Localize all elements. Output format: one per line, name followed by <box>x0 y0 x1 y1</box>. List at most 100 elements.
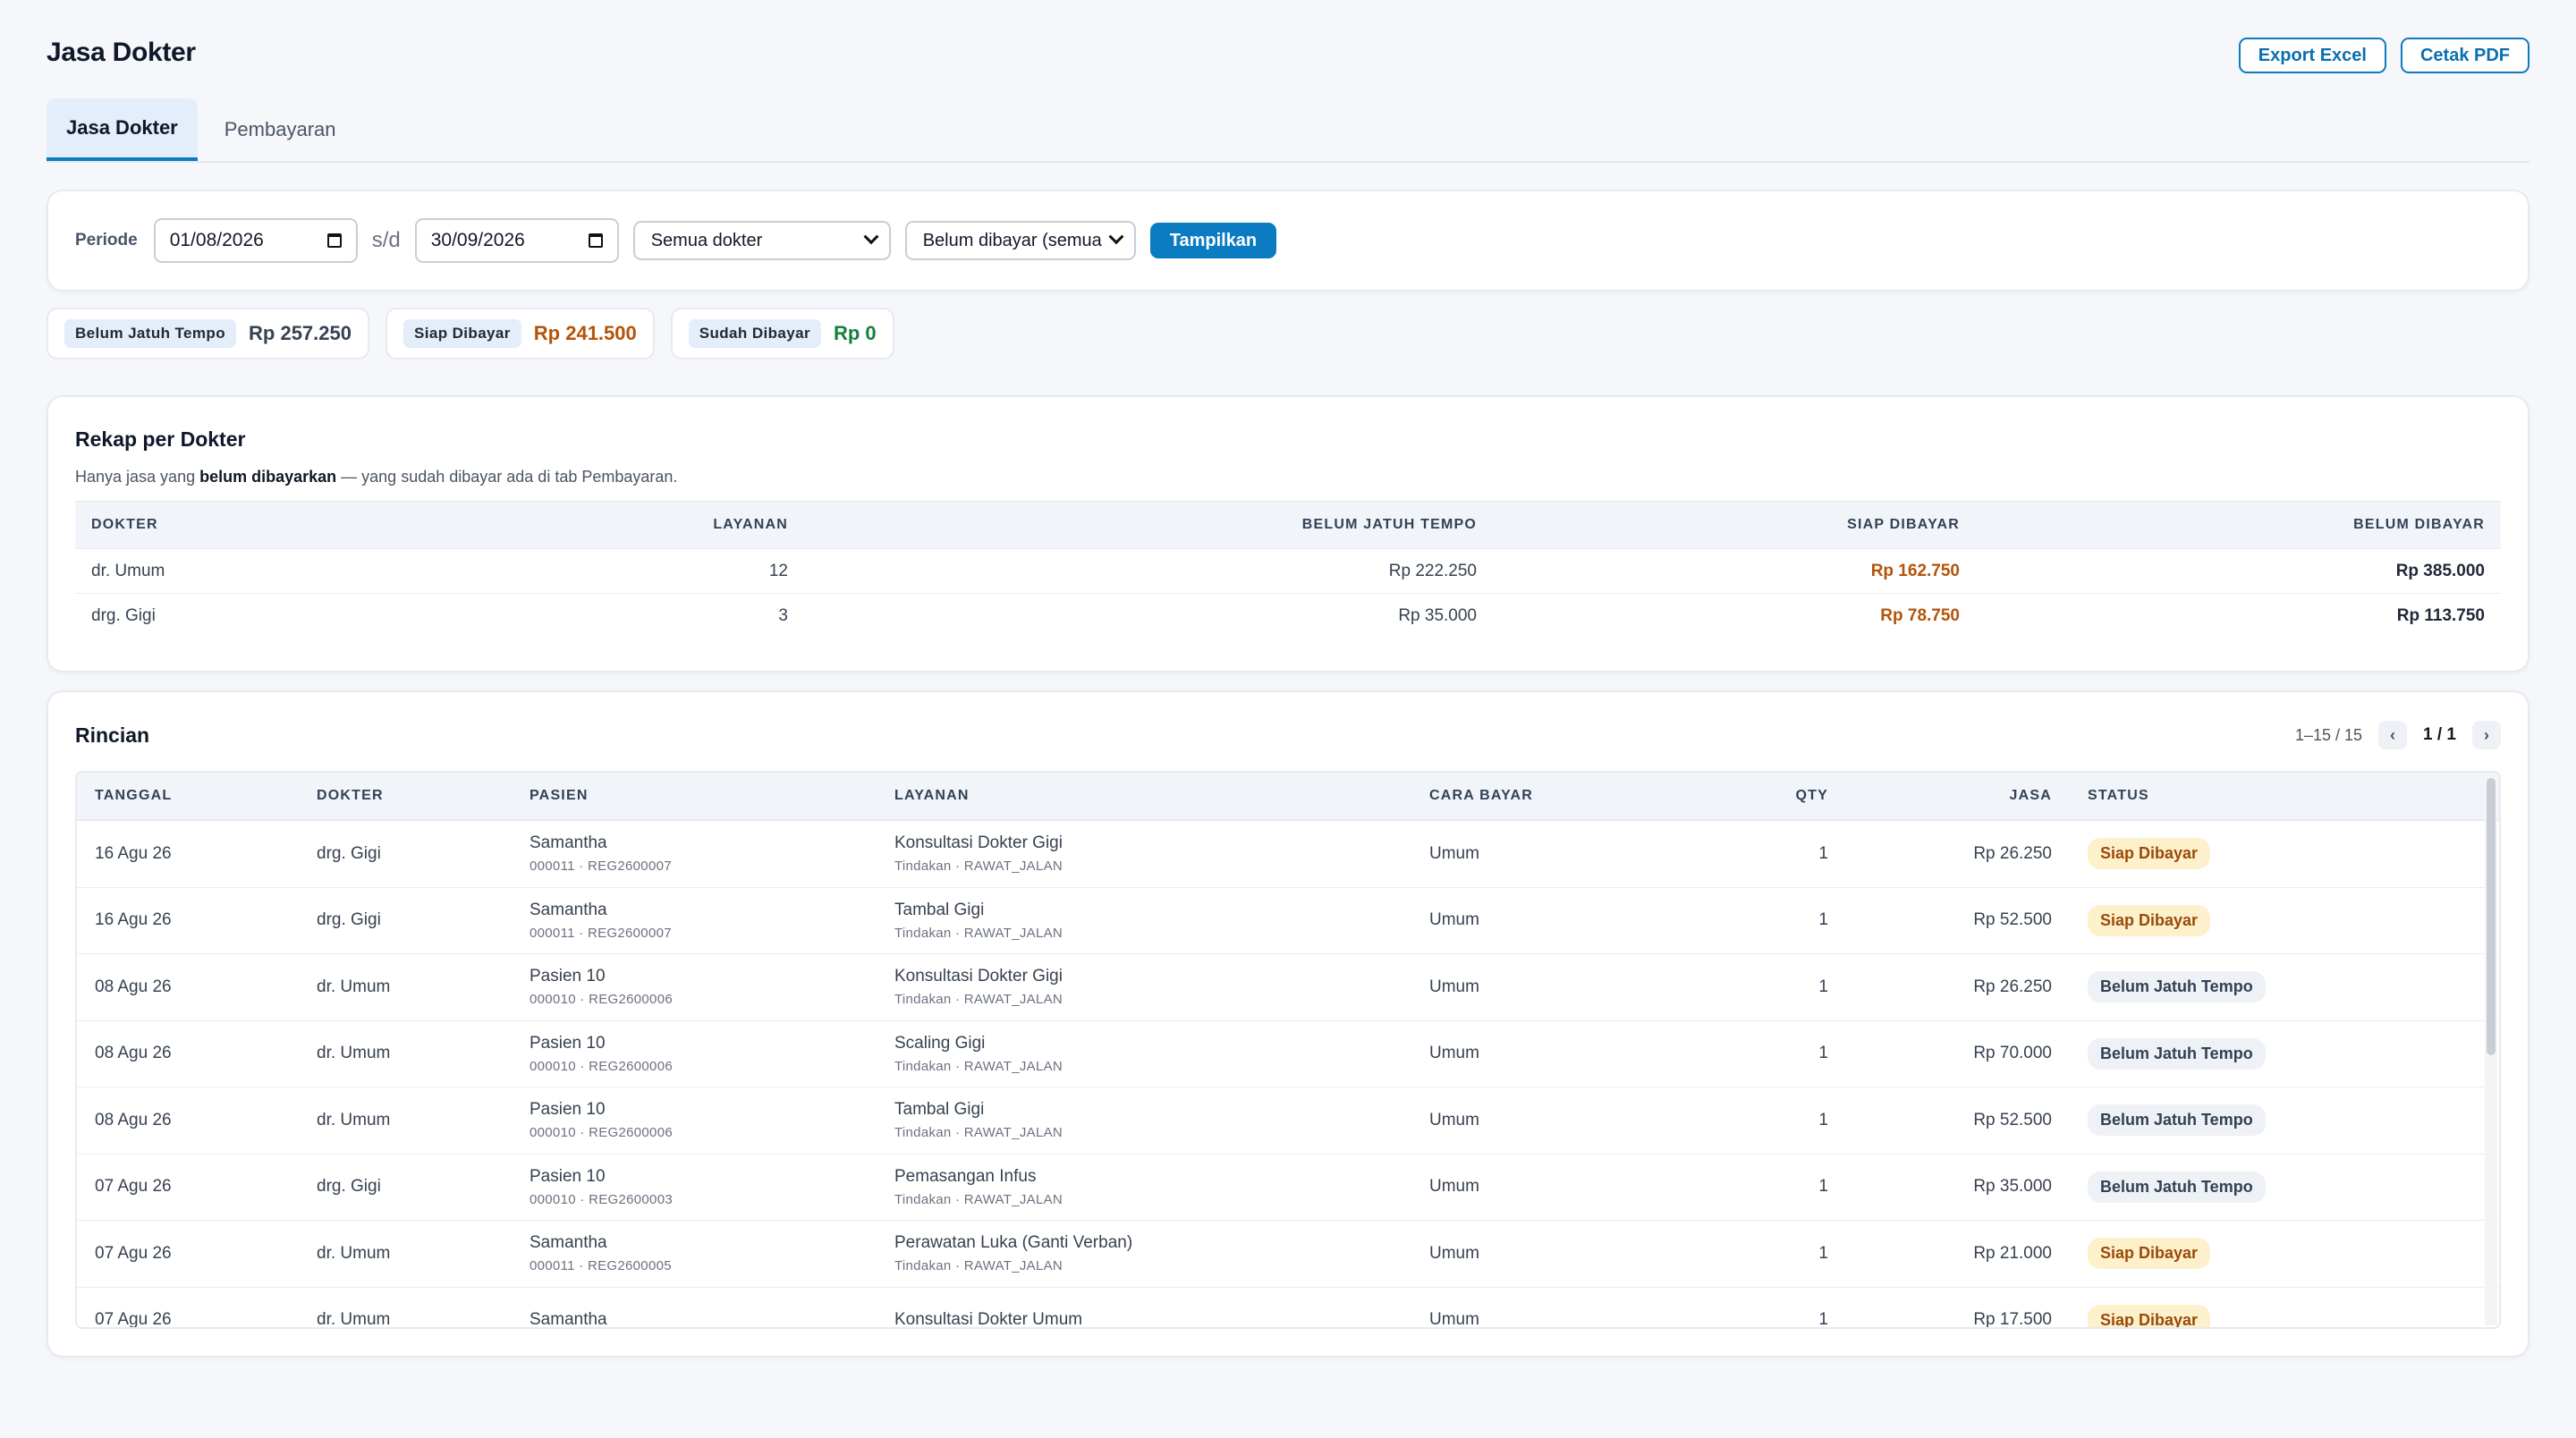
rekap-panel: Rekap per Dokter Hanya jasa yang belum d… <box>47 395 2529 672</box>
col-pasien[interactable]: PASIEN <box>530 788 589 803</box>
cell-status: Belum Jatuh Tempo <box>2070 1104 2499 1137</box>
layanan-name: Perawatan Luka (Ganti Verban) <box>894 1233 1133 1253</box>
scrollbar-thumb[interactable] <box>2487 778 2496 1055</box>
status-badge: Siap Dibayar <box>2088 1304 2211 1327</box>
date-from-input[interactable]: 01/08/2026 <box>153 218 358 263</box>
cell-status: Belum Jatuh Tempo <box>2070 1037 2499 1070</box>
table-row[interactable]: 07 Agu 26 drg. Gigi Pasien 10 000010 · RE… <box>77 1155 2499 1221</box>
tab-pembayaran[interactable]: Pembayaran <box>224 118 336 140</box>
layanan-type: Tindakan · RAWAT_JALAN <box>894 1258 1063 1274</box>
table-row[interactable]: 07 Agu 26 dr. Umum Samantha 000011 · REG2… <box>77 1221 2499 1288</box>
tab-jasa-dokter[interactable]: Jasa Dokter <box>47 98 198 161</box>
status-badge: Siap Dibayar <box>2088 838 2211 870</box>
pasien-reg: 000010 · REG2600003 <box>530 1191 673 1207</box>
pasien-name: Pasien 10 <box>530 1166 606 1186</box>
next-page-icon[interactable]: › <box>2472 721 2501 749</box>
layanan-name: Pemasangan Infus <box>894 1166 1037 1186</box>
cell-pasien: Pasien 10 000010 · REG2600006 <box>512 1034 877 1074</box>
table-row[interactable]: dr. Umum 12 Rp 222.250 Rp 162.750 Rp 385… <box>75 549 2501 594</box>
status-badge: Belum Jatuh Tempo <box>2088 1171 2266 1203</box>
summary-chip-sudah-dibayar: Sudah Dibayar Rp 0 <box>670 308 894 360</box>
table-row[interactable]: 07 Agu 26 dr. Umum Samantha Konsultasi D… <box>77 1288 2499 1329</box>
col-cara-bayar[interactable]: CARA BAYAR <box>1429 788 1534 803</box>
status-select[interactable]: Belum dibayar (semua <box>904 221 1136 260</box>
cell-qty: 1 <box>1818 1243 1828 1263</box>
table-row[interactable]: 16 Agu 26 drg. Gigi Samantha 000011 · REG… <box>77 888 2499 954</box>
table-row[interactable]: drg. Gigi 3 Rp 35.000 Rp 78.750 Rp 113.7… <box>75 594 2501 639</box>
cell-belum-jatuh-tempo: Rp 35.000 <box>1398 606 1477 625</box>
cell-tanggal: 16 Agu 26 <box>95 910 172 930</box>
col-belum-dibayar[interactable]: BELUM DIBAYAR <box>2353 517 2485 532</box>
export-excel-button[interactable]: Export Excel <box>2238 38 2386 73</box>
status-badge: Siap Dibayar <box>2088 904 2211 936</box>
tampilkan-button[interactable]: Tampilkan <box>1149 223 1277 258</box>
prev-page-icon[interactable]: ‹ <box>2378 721 2408 749</box>
cell-layanan: Pemasangan Infus Tindakan · RAWAT_JALAN <box>877 1167 1411 1207</box>
cell-pasien: Pasien 10 000010 · REG2600006 <box>512 1100 877 1140</box>
col-status[interactable]: STATUS <box>2088 788 2149 803</box>
cell-qty: 1 <box>1818 843 1828 863</box>
cell-tanggal: 07 Agu 26 <box>95 1243 172 1263</box>
pasien-reg: 000011 · REG2600005 <box>530 1258 672 1274</box>
cell-qty: 1 <box>1818 977 1828 996</box>
cell-tanggal: 08 Agu 26 <box>95 1044 172 1063</box>
calendar-icon[interactable] <box>588 233 603 248</box>
table-row[interactable]: 08 Agu 26 dr. Umum Pasien 10 000010 · REG… <box>77 1087 2499 1155</box>
cell-siap-dibayar: Rp 78.750 <box>1880 606 1960 625</box>
rincian-header: Rincian 1–15 / 15 ‹ 1 / 1 › <box>75 721 2501 749</box>
col-siap-dibayar[interactable]: SIAP DIBAYAR <box>1847 517 1960 532</box>
cell-belum-dibayar: Rp 113.750 <box>2396 606 2485 625</box>
layanan-name: Scaling Gigi <box>894 1033 986 1053</box>
cell-cara-bayar: Umum <box>1429 1044 1479 1063</box>
date-separator: s/d <box>371 228 401 252</box>
cell-dokter: drg. Gigi <box>317 1177 381 1197</box>
calendar-icon[interactable] <box>326 233 342 248</box>
cell-dokter: dr. Umum <box>91 561 165 580</box>
cell-layanan: Konsultasi Dokter Gigi Tindakan · RAWAT_J… <box>877 833 1411 874</box>
col-layanan[interactable]: LAYANAN <box>713 517 788 532</box>
table-row[interactable]: 08 Agu 26 dr. Umum Pasien 10 000010 · REG… <box>77 954 2499 1021</box>
layanan-type: Tindakan · RAWAT_JALAN <box>894 1191 1063 1207</box>
cetak-pdf-button[interactable]: Cetak PDF <box>2400 38 2529 73</box>
status-badge: Belum Jatuh Tempo <box>2088 1104 2266 1137</box>
cell-qty: 1 <box>1818 910 1828 930</box>
cell-dokter: dr. Umum <box>317 1044 391 1063</box>
filter-panel: Periode 01/08/2026 s/d 30/09/2026 Semua … <box>47 190 2529 292</box>
col-qty[interactable]: QTY <box>1795 788 1828 803</box>
status-badge: Belum Jatuh Tempo <box>2088 1037 2266 1070</box>
cell-tanggal: 07 Agu 26 <box>95 1310 172 1329</box>
pasien-reg: 000010 · REG2600006 <box>530 1058 673 1074</box>
col-tanggal[interactable]: TANGGAL <box>95 788 173 803</box>
cell-cara-bayar: Umum <box>1429 1243 1479 1263</box>
date-from-value: 01/08/2026 <box>169 230 264 250</box>
rekap-title: Rekap per Dokter <box>75 427 246 451</box>
top-actions: Export Excel Cetak PDF <box>2238 38 2529 73</box>
cell-belum-jatuh-tempo: Rp 222.250 <box>1388 561 1477 580</box>
rekap-subtitle-bold: belum dibayarkan <box>199 468 337 486</box>
rekap-subtitle-pre: Hanya jasa yang <box>75 468 200 486</box>
col-dokter[interactable]: DOKTER <box>91 517 158 532</box>
col-dokter[interactable]: DOKTER <box>317 788 384 803</box>
cell-cara-bayar: Umum <box>1429 843 1479 863</box>
col-belum-jatuh-tempo[interactable]: BELUM JATUH TEMPO <box>1301 517 1477 532</box>
cell-status: Siap Dibayar <box>2070 1304 2499 1327</box>
summary-chip-belum-jatuh-tempo: Belum Jatuh Tempo Rp 257.250 <box>47 308 369 360</box>
date-to-input[interactable]: 30/09/2026 <box>414 218 619 263</box>
cell-jasa: Rp 26.250 <box>1973 843 2052 863</box>
cell-jasa: Rp 52.500 <box>1973 910 2052 930</box>
pasien-name: Samantha <box>530 833 607 853</box>
rekap-table-header: DOKTER LAYANAN BELUM JATUH TEMPO SIAP DI… <box>75 501 2501 549</box>
summary-chips: Belum Jatuh Tempo Rp 257.250 Siap Dibaya… <box>47 308 2529 360</box>
cell-status: Belum Jatuh Tempo <box>2070 1171 2499 1203</box>
table-row[interactable]: 08 Agu 26 dr. Umum Pasien 10 000010 · REG… <box>77 1021 2499 1087</box>
tab-bar: Jasa Dokter Pembayaran <box>47 98 2529 163</box>
col-jasa[interactable]: JASA <box>2009 788 2052 803</box>
cell-jasa: Rp 35.000 <box>1973 1177 2052 1197</box>
cell-dokter: drg. Gigi <box>317 910 381 930</box>
dokter-select[interactable]: Semua dokter <box>632 221 891 260</box>
table-row[interactable]: 16 Agu 26 drg. Gigi Samantha 000011 · REG… <box>77 821 2499 888</box>
pasien-reg: 000011 · REG2600007 <box>530 859 672 875</box>
layanan-name: Tambal Gigi <box>894 900 985 919</box>
cell-layanan: 3 <box>778 606 788 625</box>
col-layanan[interactable]: LAYANAN <box>894 788 970 803</box>
